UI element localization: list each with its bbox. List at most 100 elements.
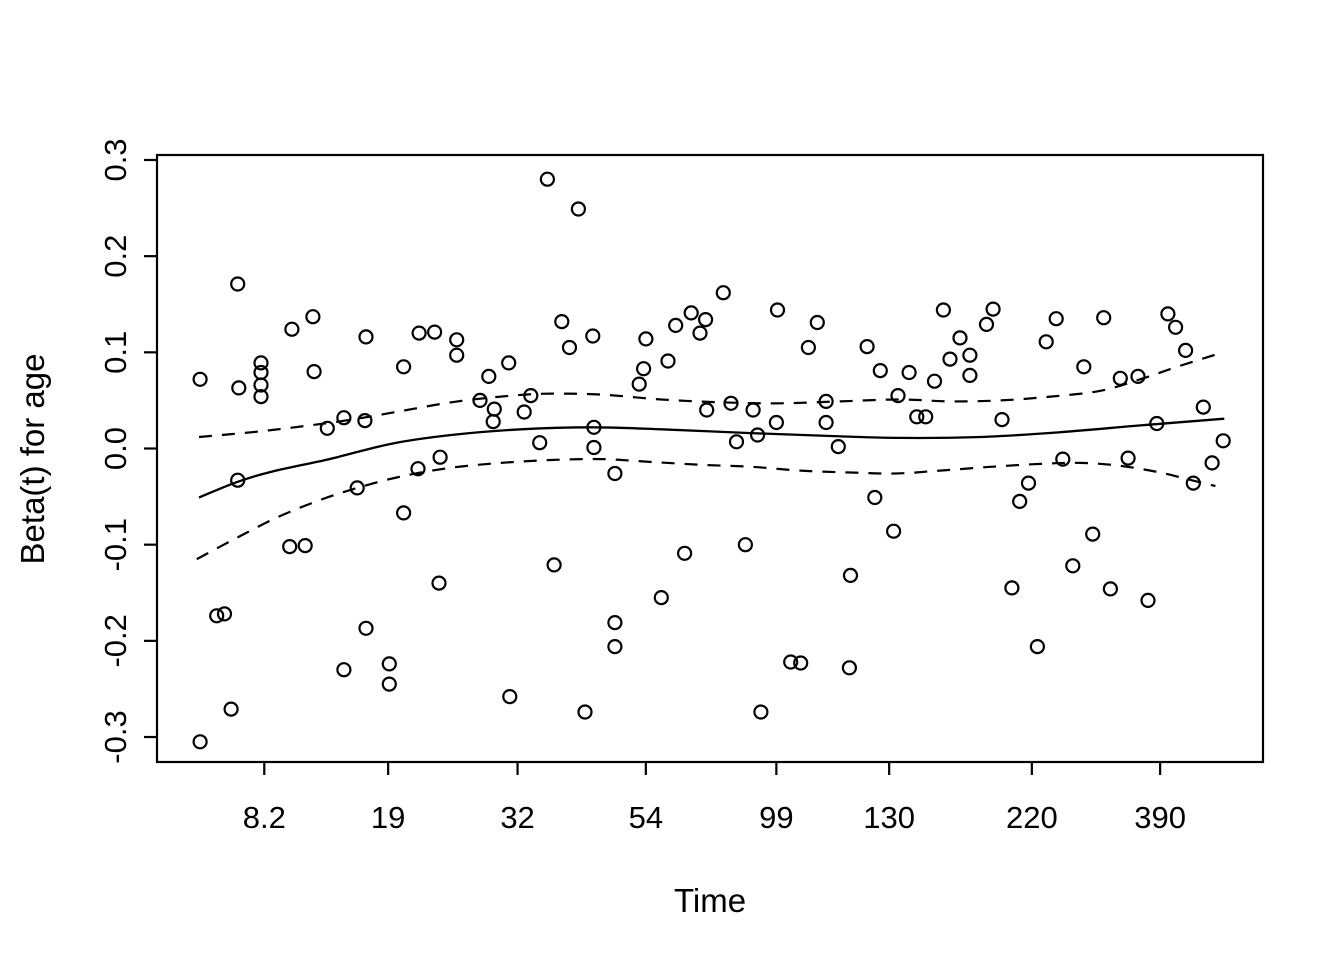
residual-point: [942, 351, 958, 367]
residual-point: [192, 371, 208, 387]
residual-point: [697, 312, 714, 328]
residual-point: [994, 412, 1010, 428]
residual-point: [1120, 450, 1136, 466]
residual-point: [818, 414, 834, 431]
residual-point: [230, 472, 246, 488]
residual-point: [431, 575, 447, 591]
residual-point: [631, 376, 647, 392]
x-tick-label: 19: [371, 800, 405, 835]
residual-point: [1065, 558, 1081, 574]
residual-point: [481, 368, 497, 384]
residual-point: [607, 614, 623, 631]
residual-point: [1160, 306, 1176, 322]
residual-point: [809, 314, 825, 331]
residual-point: [192, 734, 208, 750]
residual-point: [841, 660, 858, 676]
residual-point: [1102, 581, 1119, 597]
x-axis: 8.2 19 32 54 99 130 220 390: [243, 762, 1186, 835]
residual-point: [842, 567, 859, 584]
residual-point: [638, 331, 654, 347]
y-tick-label: -0.1: [98, 518, 133, 571]
residual-point: [769, 302, 786, 318]
residual-point: [1149, 415, 1165, 432]
residual-point: [349, 480, 365, 496]
residual-point: [901, 364, 917, 381]
residual-point: [319, 420, 335, 436]
residual-point: [585, 328, 601, 344]
residual-point: [1204, 455, 1220, 471]
residual-point: [607, 638, 623, 655]
residual-point: [715, 285, 731, 301]
x-tick-label: 32: [500, 800, 534, 835]
residual-point: [546, 557, 562, 573]
residual-point: [872, 363, 888, 379]
residual-point: [501, 355, 517, 371]
residual-point: [818, 393, 834, 409]
residual-point: [554, 314, 570, 330]
x-tick-label: 54: [629, 800, 663, 835]
residual-point: [297, 537, 313, 554]
residual-point: [1195, 399, 1211, 415]
residual-point: [586, 439, 602, 456]
residual-point: [427, 324, 443, 340]
residual-point: [586, 419, 602, 435]
x-tick-label: 8.2: [243, 800, 286, 835]
plot-border: [155, 153, 1265, 764]
residual-point: [745, 402, 761, 418]
residual-point: [1130, 368, 1146, 384]
residual-point: [607, 465, 623, 482]
residual-point: [962, 367, 978, 383]
residual-point: [216, 606, 233, 622]
residual-point: [1177, 342, 1194, 358]
residual-point: [952, 330, 968, 346]
residual-point: [1085, 526, 1101, 542]
residual-point: [253, 364, 269, 381]
residual-point: [381, 676, 397, 692]
residual-point: [1004, 580, 1020, 596]
residual-point: [1055, 451, 1071, 467]
residual-point: [676, 545, 693, 561]
residual-point: [306, 364, 322, 380]
residual-point: [282, 538, 298, 555]
y-tick-label: -0.2: [98, 614, 133, 667]
residual-point: [523, 388, 539, 404]
x-tick-label: 99: [759, 800, 793, 835]
residual-point: [1012, 493, 1028, 509]
x-tick-label: 390: [1134, 800, 1186, 835]
residual-point: [753, 704, 769, 720]
residual-point: [978, 316, 995, 332]
residual-point: [635, 361, 652, 377]
residual-point: [209, 608, 225, 624]
residual-point: [231, 380, 247, 396]
residual-point: [358, 329, 374, 345]
y-tick-label: 0.0: [98, 427, 133, 470]
residual-point: [432, 449, 448, 465]
residual-point: [577, 704, 593, 720]
residual-point: [486, 401, 502, 417]
residual-point: [358, 620, 374, 636]
residual-point: [381, 656, 397, 672]
residual-point: [411, 325, 427, 341]
residual-point: [867, 489, 883, 506]
residual-point: [396, 505, 412, 521]
residual-point: [472, 392, 488, 408]
residual-point: [502, 688, 518, 705]
residual-point: [1167, 319, 1184, 335]
residual-point: [561, 339, 578, 356]
residual-point: [336, 662, 352, 678]
residual-point: [1076, 359, 1092, 375]
scatter-points: [192, 171, 1231, 750]
residual-point: [668, 317, 684, 333]
residual-point: [230, 276, 246, 292]
x-tick-label: 130: [863, 800, 915, 835]
residual-point: [660, 353, 676, 369]
residual-point: [793, 655, 809, 671]
residual-point: [926, 373, 943, 389]
residual-point: [800, 339, 817, 356]
residual-point: [516, 404, 532, 420]
residual-point: [699, 402, 715, 418]
residual-point: [1096, 310, 1112, 326]
residual-point: [1185, 475, 1201, 491]
residual-point: [830, 439, 846, 455]
